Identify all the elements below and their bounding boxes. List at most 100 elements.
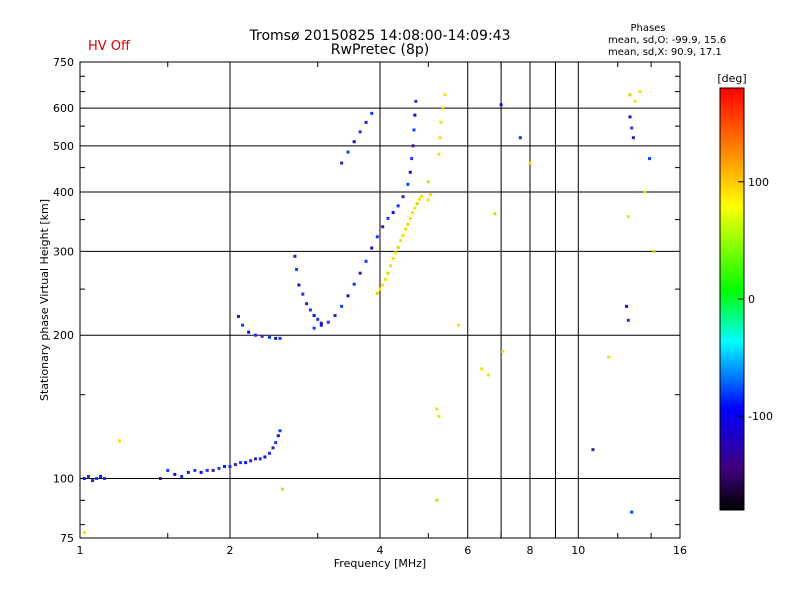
x-trace-point — [626, 215, 630, 219]
x-trace-point — [413, 206, 417, 210]
o-trace-point — [326, 320, 330, 324]
o-trace-point — [278, 336, 282, 340]
o-trace-point — [247, 330, 251, 334]
x-trace-point — [411, 211, 415, 215]
x-tick-label: 16 — [673, 544, 687, 557]
y-tick-label: 400 — [53, 186, 74, 199]
o-trace-point — [241, 323, 245, 327]
x-trace-point — [375, 291, 379, 295]
x-trace-point — [438, 136, 442, 140]
o-trace-point — [199, 470, 203, 474]
o-trace-point — [236, 314, 240, 318]
hv-status: HV Off — [88, 39, 131, 54]
o-trace-point — [319, 321, 323, 325]
o-trace-point — [381, 225, 385, 229]
o-trace-point — [316, 317, 320, 321]
o-trace-point — [630, 510, 634, 514]
o-trace-point — [233, 463, 237, 467]
o-trace-point — [239, 461, 243, 465]
o-trace-point — [375, 235, 379, 239]
x-trace-point — [633, 99, 637, 103]
o-trace-point — [308, 308, 312, 312]
o-trace-point — [412, 128, 416, 132]
x-trace-point — [117, 439, 121, 443]
x-trace-point — [378, 287, 382, 291]
o-trace-point — [370, 246, 374, 250]
o-trace-point — [413, 113, 417, 117]
o-trace-point — [260, 334, 264, 338]
o-trace-point — [249, 459, 253, 463]
o-trace-point — [340, 161, 344, 165]
x-trace-point — [486, 373, 490, 377]
o-trace-point — [271, 446, 275, 450]
x-trace-point — [493, 212, 497, 216]
x-trace-point — [628, 93, 632, 97]
o-trace-point — [99, 474, 103, 478]
o-trace-point — [364, 259, 368, 263]
o-trace-point — [648, 157, 652, 161]
x-trace-point — [394, 251, 398, 255]
y-tick-label: 600 — [53, 102, 74, 115]
o-trace-point — [352, 140, 356, 144]
o-trace-point — [630, 126, 634, 130]
x-trace-point — [480, 367, 484, 371]
y-tick-label: 500 — [53, 140, 74, 153]
o-trace-point — [358, 271, 362, 275]
o-trace-point — [186, 470, 190, 474]
plot-frame — [79, 61, 681, 539]
x-trace-point — [399, 239, 403, 243]
o-trace-point — [346, 150, 350, 154]
o-trace-point — [312, 314, 316, 318]
x-trace-point — [381, 283, 385, 287]
x-trace-point — [396, 245, 400, 249]
o-trace-point — [352, 282, 356, 286]
x-trace-point — [383, 277, 387, 281]
o-trace-point — [631, 136, 635, 140]
x-trace-point — [441, 106, 445, 110]
x-trace-point — [643, 190, 647, 194]
colorbar-label: [deg] — [717, 72, 746, 85]
x-trace-point — [501, 349, 505, 353]
x-trace-point — [426, 198, 430, 202]
x-tick-label: 8 — [527, 544, 534, 557]
o-trace-point — [386, 216, 390, 220]
o-trace-point — [278, 429, 282, 433]
x-trace-point — [386, 271, 390, 275]
x-trace-point — [426, 180, 430, 184]
x-trace-point — [408, 216, 412, 220]
o-trace-point — [91, 479, 95, 483]
o-trace-point — [625, 304, 629, 308]
o-trace-point — [333, 314, 337, 318]
x-trace-point — [389, 264, 393, 268]
o-trace-point — [211, 468, 215, 472]
o-trace-point — [406, 182, 410, 186]
o-trace-point — [253, 333, 257, 337]
o-trace-point — [626, 318, 630, 322]
phase-x-stats: mean, sd,X: 90.9, 17.1 — [608, 47, 722, 58]
x-tick-label: 1 — [77, 544, 84, 557]
o-trace-point — [158, 477, 162, 481]
o-trace-point — [408, 170, 412, 174]
o-trace-point — [370, 111, 374, 115]
o-trace-point — [274, 336, 278, 340]
o-trace-point — [297, 283, 301, 287]
x-trace-point — [638, 90, 642, 94]
y-tick-label: 300 — [53, 245, 74, 258]
x-tick-label: 4 — [377, 544, 384, 557]
x-trace-point — [403, 227, 407, 231]
x-trace-point — [428, 193, 432, 197]
colorbar-tick-label: 0 — [748, 293, 755, 306]
y-tick-label: 200 — [53, 329, 74, 342]
x-trace-point — [457, 323, 461, 327]
o-trace-point — [358, 130, 362, 134]
o-trace-point — [82, 477, 86, 481]
phase-title: Phases — [630, 23, 665, 34]
o-trace-point — [193, 468, 197, 472]
o-trace-point — [340, 304, 344, 308]
o-trace-point — [86, 474, 90, 478]
o-trace-point — [276, 434, 280, 438]
o-trace-point — [180, 474, 184, 478]
y-tick-label: 750 — [53, 56, 74, 69]
x-trace-point — [420, 194, 424, 198]
o-trace-point — [628, 115, 632, 119]
